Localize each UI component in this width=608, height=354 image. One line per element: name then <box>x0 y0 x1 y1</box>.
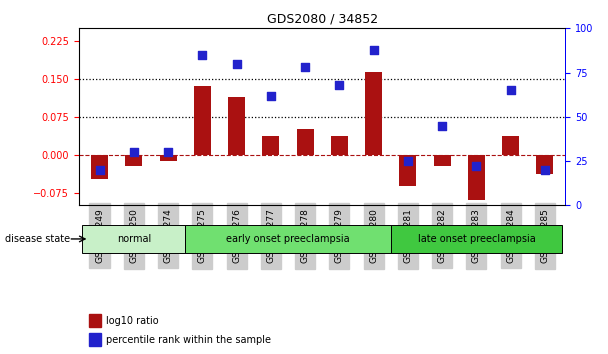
Point <box>129 149 139 155</box>
Bar <box>89 314 101 327</box>
Bar <box>89 333 101 346</box>
Bar <box>468 155 485 200</box>
Point <box>540 167 550 173</box>
Title: GDS2080 / 34852: GDS2080 / 34852 <box>267 13 378 26</box>
Point <box>506 87 516 93</box>
Text: late onset preeclampsia: late onset preeclampsia <box>418 234 535 244</box>
Bar <box>502 136 519 155</box>
Point <box>472 164 482 169</box>
Bar <box>297 130 314 155</box>
Point <box>437 123 447 129</box>
Point <box>163 149 173 155</box>
Bar <box>399 155 416 186</box>
Bar <box>262 136 280 155</box>
Bar <box>194 86 211 155</box>
Point <box>403 158 413 164</box>
Point <box>95 167 105 173</box>
Point <box>198 52 207 58</box>
Point <box>334 82 344 88</box>
Bar <box>365 72 382 155</box>
Point <box>369 47 379 52</box>
Bar <box>331 136 348 155</box>
Text: early onset preeclampsia: early onset preeclampsia <box>226 234 350 244</box>
Point <box>232 61 241 67</box>
Text: disease state: disease state <box>5 234 70 244</box>
Bar <box>185 225 391 253</box>
Text: log10 ratio: log10 ratio <box>106 316 159 326</box>
Bar <box>434 155 451 166</box>
Bar <box>125 155 142 166</box>
Bar <box>536 155 553 174</box>
Bar <box>91 155 108 179</box>
Point <box>266 93 275 98</box>
Bar <box>159 155 177 161</box>
Text: percentile rank within the sample: percentile rank within the sample <box>106 335 271 345</box>
Text: normal: normal <box>117 234 151 244</box>
Bar <box>83 225 185 253</box>
Bar <box>391 225 562 253</box>
Bar <box>228 97 245 155</box>
Point <box>300 64 310 70</box>
